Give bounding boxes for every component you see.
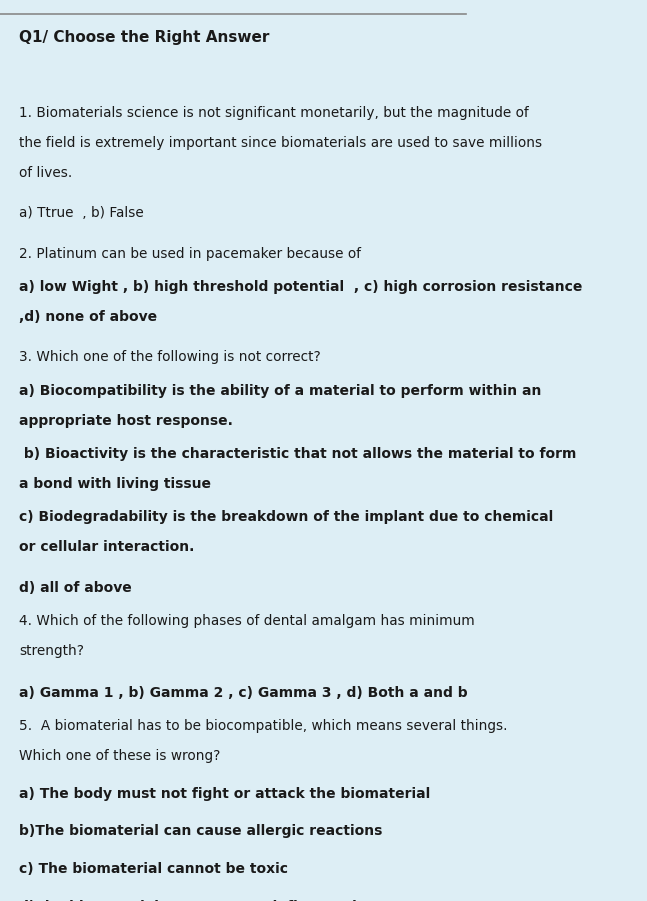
Text: the field is extremely important since biomaterials are used to save millions: the field is extremely important since b…: [19, 136, 543, 150]
Text: ,d) none of above: ,d) none of above: [19, 310, 157, 324]
Text: a) The body must not fight or attack the biomaterial: a) The body must not fight or attack the…: [19, 787, 431, 801]
Text: a) low Wight , b) high threshold potential  , c) high corrosion resistance: a) low Wight , b) high threshold potenti…: [19, 280, 583, 295]
Text: 3. Which one of the following is not correct?: 3. Which one of the following is not cor…: [19, 350, 321, 365]
Text: a) Ttrue  , b) False: a) Ttrue , b) False: [19, 206, 144, 221]
Text: 1. Biomaterials science is not significant monetarily, but the magnitude of: 1. Biomaterials science is not significa…: [19, 106, 529, 121]
Text: b)The biomaterial can cause allergic reactions: b)The biomaterial can cause allergic rea…: [19, 824, 383, 839]
Text: c) The biomaterial cannot be toxic: c) The biomaterial cannot be toxic: [19, 862, 289, 877]
Text: appropriate host response.: appropriate host response.: [19, 414, 234, 428]
Text: b) Bioactivity is the characteristic that not allows the material to form: b) Bioactivity is the characteristic tha…: [19, 447, 576, 461]
Text: c) Biodegradability is the breakdown of the implant due to chemical: c) Biodegradability is the breakdown of …: [19, 510, 554, 524]
Text: 4. Which of the following phases of dental amalgam has minimum: 4. Which of the following phases of dent…: [19, 614, 475, 629]
Text: a) Biocompatibility is the ability of a material to perform within an: a) Biocompatibility is the ability of a …: [19, 384, 542, 398]
Text: of lives.: of lives.: [19, 166, 72, 180]
Text: a) Gamma 1 , b) Gamma 2 , c) Gamma 3 , d) Both a and b: a) Gamma 1 , b) Gamma 2 , c) Gamma 3 , d…: [19, 686, 468, 700]
Text: 2. Platinum can be used in pacemaker because of: 2. Platinum can be used in pacemaker bec…: [19, 247, 362, 261]
Text: Q1/ Choose the Right Answer: Q1/ Choose the Right Answer: [19, 30, 270, 45]
Text: 5.  A biomaterial has to be biocompatible, which means several things.: 5. A biomaterial has to be biocompatible…: [19, 719, 508, 733]
Text: strength?: strength?: [19, 644, 84, 659]
Text: a bond with living tissue: a bond with living tissue: [19, 477, 212, 491]
Text: d) all of above: d) all of above: [19, 581, 132, 596]
Text: Which one of these is wrong?: Which one of these is wrong?: [19, 749, 221, 763]
Text: or cellular interaction.: or cellular interaction.: [19, 540, 195, 554]
